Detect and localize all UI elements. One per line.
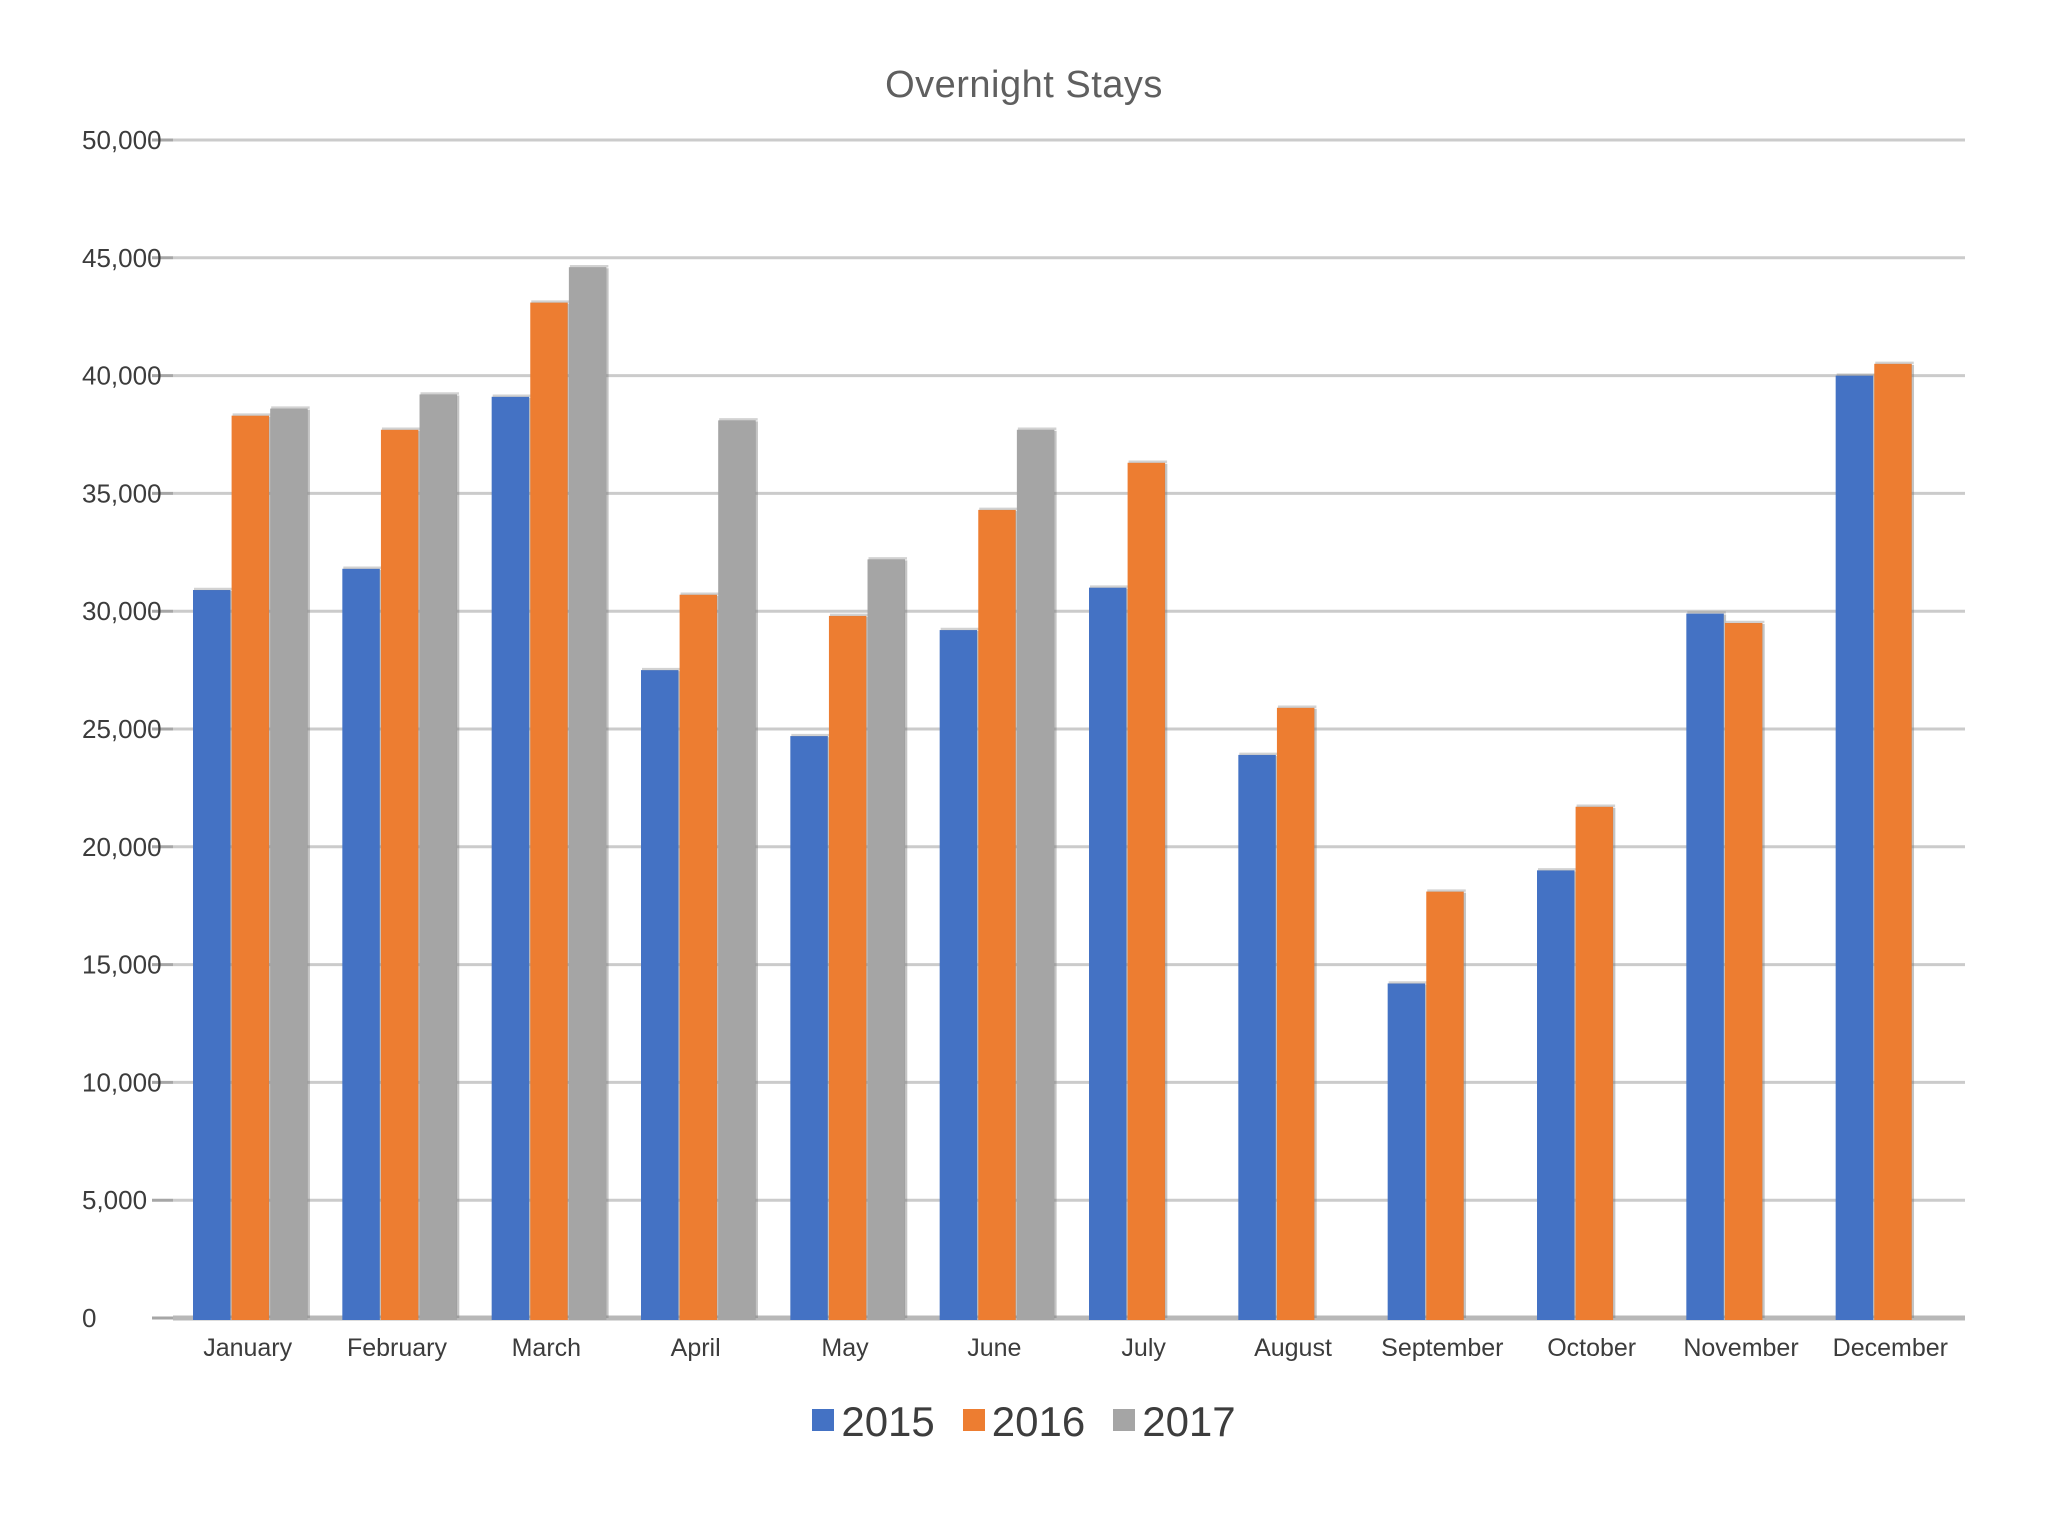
plot-area: 0 5,000 10,000 15,000 20,000 25,000 30,000 35,0… — [82, 125, 1965, 1362]
x-axis-label-january: January — [203, 1334, 292, 1362]
legend-label-2016: 2016 — [991, 1398, 1086, 1445]
chart-title: Overnight Stays — [885, 64, 1163, 106]
bar-february-2015 — [342, 568, 380, 1320]
bar-february-2016 — [380, 429, 419, 1321]
x-axis-label-december: December — [1833, 1334, 1948, 1362]
legend-label-2017: 2017 — [1142, 1398, 1236, 1445]
chart-legend: 2015 2016 2017 — [0, 1396, 2048, 1448]
y-tick-label: 35,000 — [82, 478, 162, 508]
bar-december-2016 — [1874, 363, 1912, 1320]
y-tick-label: 25,000 — [82, 714, 162, 744]
bar-march-2015 — [491, 396, 530, 1321]
bar-november-2015 — [1686, 613, 1724, 1320]
legend-item-2017: 2017 — [1113, 1398, 1236, 1446]
bar-august-2016 — [1276, 707, 1315, 1320]
bar-march-2016 — [530, 302, 568, 1321]
y-tick-label: 40,000 — [82, 361, 162, 391]
x-axis-label-september: September — [1381, 1334, 1503, 1362]
y-tick-label: 5,000 — [82, 1185, 147, 1215]
bar-august-2015 — [1238, 754, 1276, 1320]
bar-june-2016 — [978, 509, 1016, 1321]
x-axis-label-august: August — [1254, 1334, 1332, 1362]
y-tick-label: 30,000 — [82, 596, 162, 626]
bar-december-2015 — [1835, 375, 1874, 1321]
bar-october-2015 — [1537, 870, 1575, 1320]
bar-july-2016 — [1127, 462, 1166, 1321]
legend-swatch-2017-icon — [1113, 1409, 1136, 1431]
x-axis-label-march: March — [512, 1334, 581, 1362]
legend-swatch-2016-icon — [962, 1409, 985, 1431]
bar-april-2017 — [718, 420, 756, 1320]
bar-november-2016 — [1724, 622, 1763, 1320]
bar-june-2015 — [939, 630, 978, 1320]
x-axis-label-july: July — [1121, 1334, 1166, 1362]
legend-swatch-2015-icon — [812, 1409, 835, 1431]
y-tick-label: 15,000 — [82, 950, 162, 980]
bar-june-2017 — [1016, 429, 1055, 1321]
bar-april-2015 — [641, 670, 679, 1320]
x-axis-label-june: June — [967, 1334, 1021, 1362]
bar-may-2016 — [828, 615, 867, 1320]
bar-september-2015 — [1387, 983, 1426, 1320]
bar-may-2017 — [867, 559, 906, 1320]
bar-january-2015 — [193, 589, 231, 1320]
legend-label-2015: 2015 — [841, 1398, 935, 1445]
bar-may-2015 — [790, 736, 828, 1320]
y-tick-label: 0 — [82, 1303, 96, 1333]
bar-february-2017 — [419, 394, 458, 1320]
bar-september-2016 — [1426, 891, 1464, 1320]
y-tick-label: 20,000 — [82, 832, 162, 862]
bar-march-2017 — [568, 267, 607, 1320]
bar-january-2016 — [231, 415, 270, 1321]
bar-october-2016 — [1575, 806, 1614, 1320]
y-tick-label: 10,000 — [82, 1067, 162, 1097]
bar-july-2015 — [1089, 587, 1127, 1320]
x-axis-label-may: May — [821, 1334, 869, 1362]
y-tick-label: 45,000 — [82, 243, 162, 273]
x-axis-label-february: February — [347, 1334, 448, 1362]
bar-january-2017 — [270, 408, 308, 1321]
x-axis-label-april: April — [671, 1334, 721, 1362]
x-axis-label-october: October — [1547, 1334, 1636, 1362]
x-axis-label-november: November — [1683, 1334, 1798, 1362]
legend-item-2016: 2016 — [962, 1398, 1086, 1446]
bar-april-2016 — [679, 594, 718, 1320]
y-tick-label: 50,000 — [82, 125, 162, 155]
legend-item-2015: 2015 — [812, 1398, 935, 1446]
